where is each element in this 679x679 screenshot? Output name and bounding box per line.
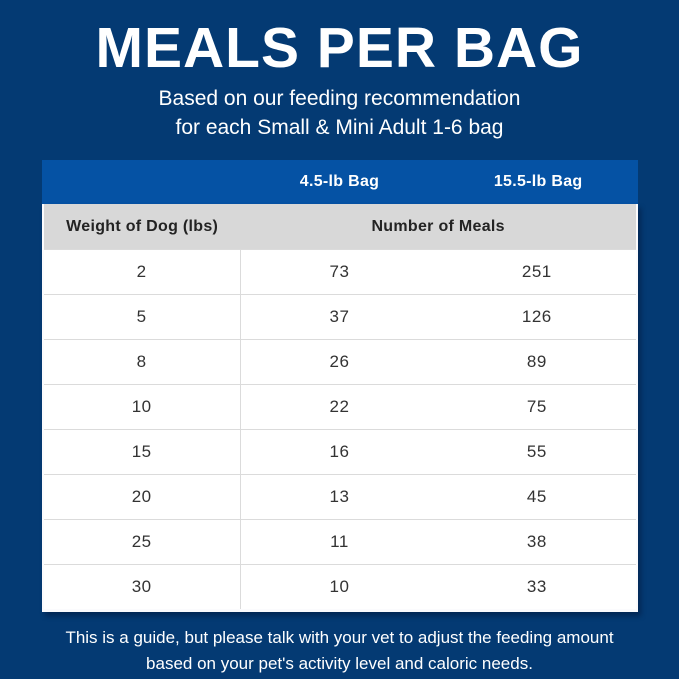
header-bag-15-5lb: 15.5-lb Bag (493, 173, 583, 191)
cell-meals-4-5lb: 37 (329, 307, 350, 327)
table-row: 25 11 38 (43, 519, 636, 565)
cell-meals-15-5lb: 55 (526, 442, 547, 462)
subheader-weight-of-dog: Weight of Dog (lbs) (66, 217, 219, 235)
table-row: 8 26 89 (43, 339, 636, 385)
footer-line-1: This is a guide, but please talk with yo… (65, 628, 614, 648)
table-row: 10 22 75 (43, 384, 636, 430)
subheader-number-of-meals: Number of Meals (371, 217, 505, 235)
cell-meals-15-5lb: 45 (526, 487, 547, 507)
cell-meals-4-5lb: 13 (329, 487, 350, 507)
cell-meals-4-5lb: 11 (330, 532, 349, 552)
cell-weight: 20 (44, 475, 241, 520)
cell-weight: 10 (44, 385, 241, 430)
cell-weight: 15 (44, 430, 241, 475)
header-bag-4-5lb: 4.5-lb Bag (299, 173, 380, 191)
cell-meals-15-5lb: 89 (526, 352, 547, 372)
table-subheader-row: Weight of Dog (lbs) Number of Meals (43, 204, 636, 250)
table-row: 20 13 45 (43, 474, 636, 520)
table-rows-container: 2 73 251 5 37 126 8 26 89 10 22 75 15 16… (43, 249, 636, 610)
cell-weight: 25 (44, 520, 241, 565)
table-header-row: 4.5-lb Bag 15.5-lb Bag (41, 160, 638, 205)
table-row: 15 16 55 (43, 429, 636, 475)
cell-meals-15-5lb: 38 (526, 532, 547, 552)
footer-note: This is a guide, but please talk with yo… (65, 625, 613, 676)
table-row: 2 73 251 (43, 249, 636, 295)
cell-weight: 8 (44, 340, 241, 385)
meals-table: 4.5-lb Bag 15.5-lb Bag Weight of Dog (lb… (41, 160, 638, 613)
cell-meals-4-5lb: 10 (329, 577, 350, 597)
cell-meals-15-5lb: 251 (521, 262, 552, 282)
page-title: MEALS PER BAG (95, 16, 584, 80)
cell-weight: 5 (44, 295, 241, 340)
subtitle-line-1: Based on our feeding recommendation (158, 86, 521, 110)
cell-meals-15-5lb: 33 (526, 577, 547, 597)
cell-meals-4-5lb: 22 (329, 397, 350, 417)
table-row: 5 37 126 (43, 294, 636, 340)
cell-weight: 30 (44, 565, 241, 610)
cell-weight: 2 (44, 250, 241, 295)
table-body: Weight of Dog (lbs) Number of Meals 2 73… (41, 204, 638, 613)
footer-line-2: based on your pet's activity level and c… (146, 653, 533, 673)
cell-meals-4-5lb: 26 (329, 352, 350, 372)
page-subtitle: Based on our feeding recommendation for … (159, 84, 521, 144)
subtitle-line-2: for each Small & Mini Adult 1-6 bag (175, 116, 504, 140)
cell-meals-15-5lb: 75 (526, 397, 547, 417)
cell-meals-4-5lb: 16 (329, 442, 350, 462)
cell-meals-4-5lb: 73 (329, 262, 350, 282)
cell-meals-15-5lb: 126 (521, 307, 552, 327)
table-row: 30 10 33 (43, 564, 636, 610)
